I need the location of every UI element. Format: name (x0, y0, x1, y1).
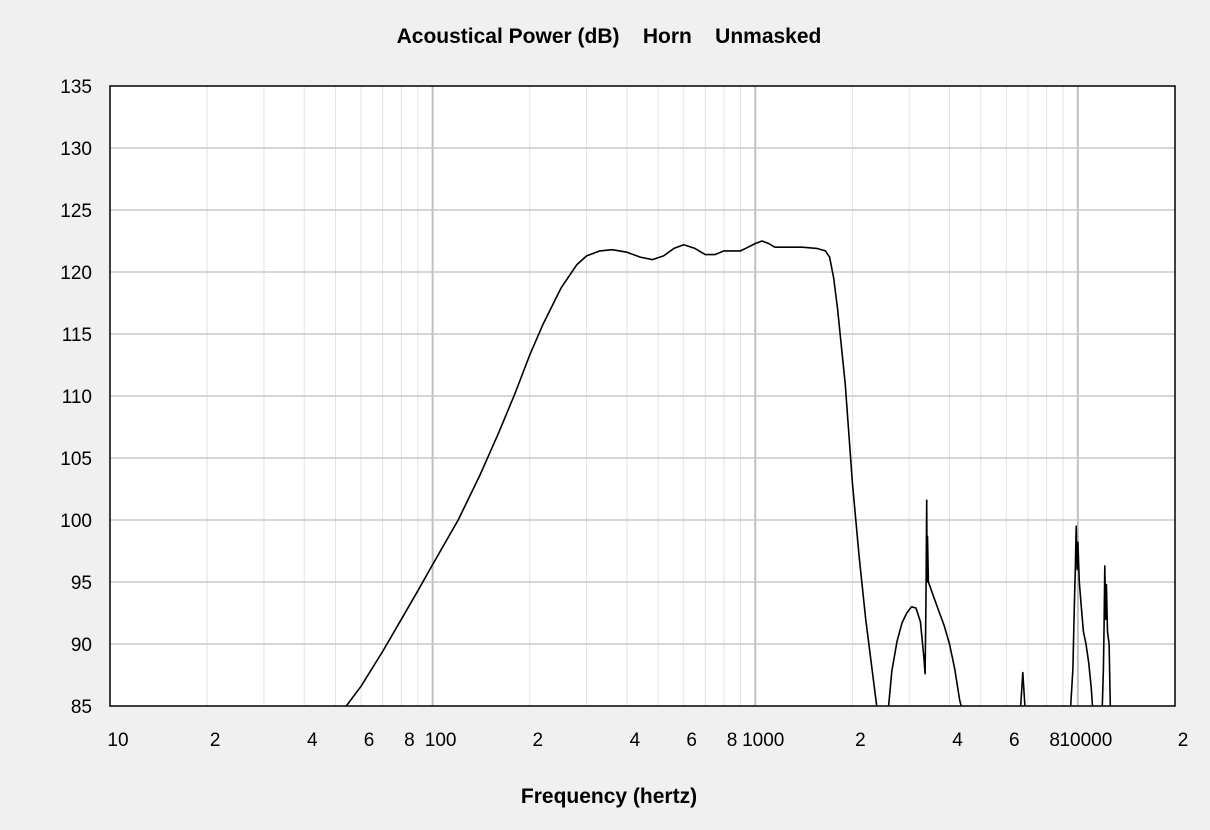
plot-frame (109, 85, 1176, 707)
x-tick-label: 1000 (742, 730, 784, 751)
y-tick-label: 115 (62, 325, 92, 346)
x-tick-label: 8 (727, 730, 738, 751)
x-tick-label: 2 (210, 730, 221, 751)
chart-title: Acoustical Power (dB) Horn Unmasked (397, 25, 822, 48)
grid (110, 86, 1175, 706)
x-tick-label: 2 (1178, 730, 1189, 751)
series-line-segment-4 (1069, 525, 1094, 707)
x-tick-label: 10 (107, 730, 128, 751)
x-tick-label: 6 (686, 730, 697, 751)
x-tick-label: 6 (1009, 730, 1020, 751)
x-tick-label: 4 (307, 730, 318, 751)
y-tick-label: 95 (71, 573, 92, 594)
y-tick-label: 100 (60, 511, 92, 532)
y-tick-label: 125 (60, 201, 92, 222)
series-group (345, 240, 1112, 707)
x-tick-label: 8 (404, 730, 415, 751)
x-tick-label: 2 (855, 730, 866, 751)
series-line-segment-1 (345, 240, 878, 707)
x-tick-label: 4 (630, 730, 641, 751)
y-tick-label: 110 (62, 387, 92, 408)
x-tick-label: 2 (532, 730, 543, 751)
x-tick-label: 4 (952, 730, 963, 751)
x-axis-label: Frequency (hertz) (521, 785, 697, 808)
x-axis-ticks: 10 2 4 6 8 100 2 4 6 8 1000 2 4 6 8 10000 2 (107, 730, 1188, 751)
series-line-segment-5 (1101, 565, 1112, 707)
series-line-segment-2 (887, 499, 962, 707)
x-tick-label: 8 (1049, 730, 1060, 751)
x-tick-label: 100 (425, 730, 457, 751)
y-tick-label: 105 (60, 449, 92, 470)
y-tick-label: 130 (60, 139, 92, 160)
x-tick-label: 10000 (1059, 730, 1112, 751)
y-tick-label: 90 (71, 635, 92, 656)
y-tick-label: 120 (60, 263, 92, 284)
series-line-segment-3 (1019, 671, 1026, 707)
y-tick-label: 135 (60, 77, 92, 98)
y-axis-ticks: 85 90 95 100 105 110 115 120 125 130 135 (60, 77, 92, 718)
x-tick-label: 6 (364, 730, 375, 751)
y-tick-label: 85 (71, 697, 92, 718)
